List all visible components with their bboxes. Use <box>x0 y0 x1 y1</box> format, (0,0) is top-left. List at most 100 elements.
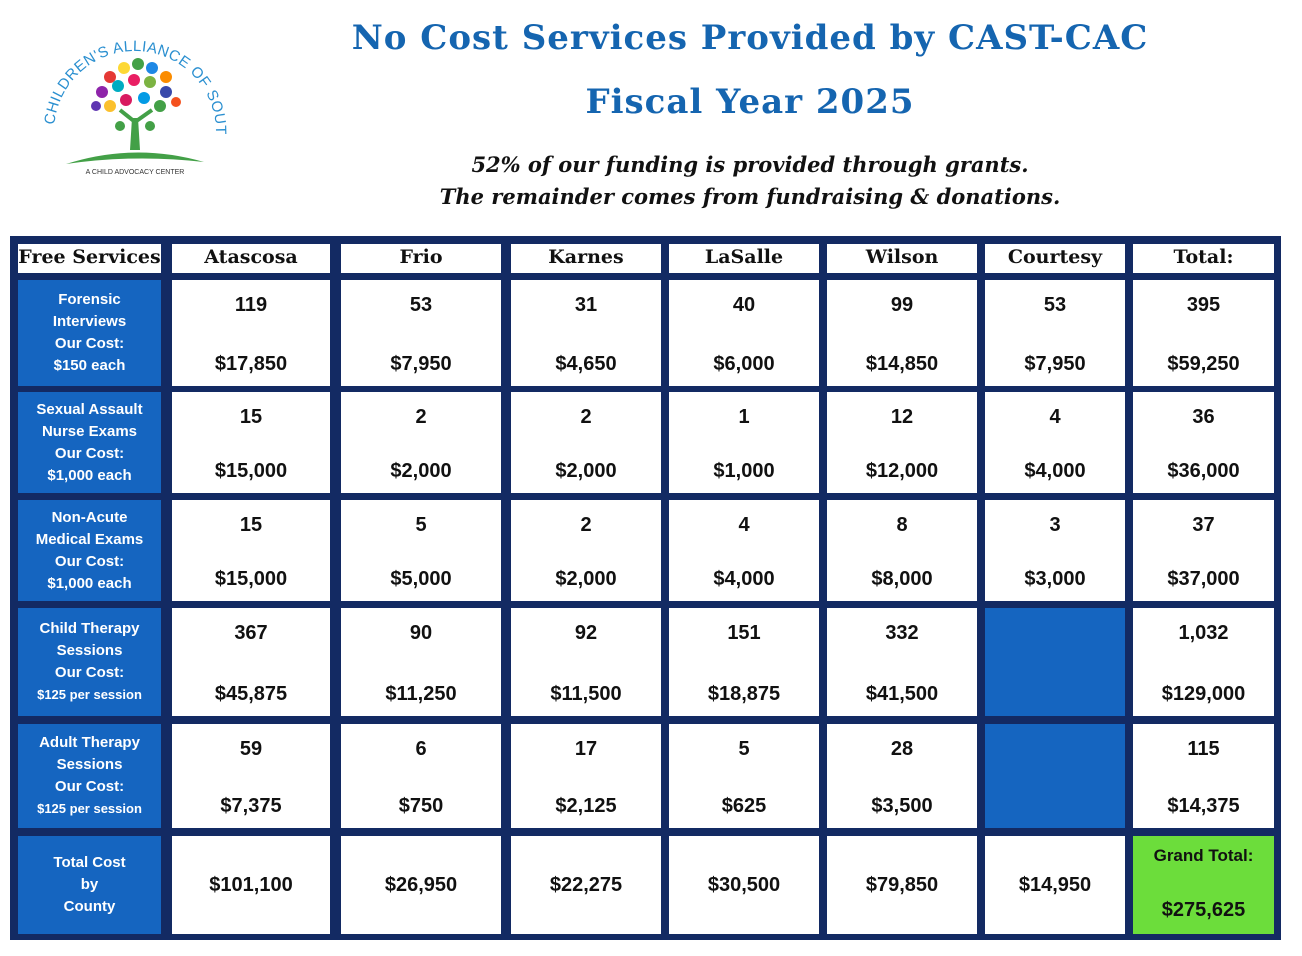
service-cost: $11,250 <box>385 683 457 705</box>
county-cell: 332 $41,500 <box>827 608 977 716</box>
service-label-line: Interviews <box>52 313 127 330</box>
service-label-line: Our Cost: <box>54 664 125 681</box>
service-count: 92 <box>574 622 598 644</box>
service-label-line: Medical Exams <box>35 530 144 548</box>
service-count: 6 <box>415 738 427 760</box>
service-count: 99 <box>890 294 914 316</box>
county-total-cost: $101,100 <box>172 836 330 934</box>
column-header: Wilson <box>827 244 977 273</box>
service-label: Adult Therapy Sessions Our Cost: $125 per s… <box>18 724 161 828</box>
service-cost: $3,500 <box>871 795 933 817</box>
page-subtitle-year: Fiscal Year 2025 <box>585 82 915 122</box>
service-label-line: Forensic <box>58 291 121 308</box>
service-count: 115 <box>1187 738 1220 760</box>
cast-logo: CHILDREN'S ALLIANCE OF SOUTH TEXAS <box>34 9 230 182</box>
service-count: 2 <box>580 406 592 428</box>
county-cell: 2 $2,000 <box>341 392 501 493</box>
service-count: 4 <box>1049 406 1061 428</box>
county-cell: 2 $2,000 <box>511 500 661 601</box>
service-cost: $2,125 <box>555 795 617 817</box>
county-total-cost: $22,275 <box>511 836 661 934</box>
funding-note-line1: 52% of our funding is provided through g… <box>471 152 1029 177</box>
county-cell: 119 $17,850 <box>172 280 330 386</box>
county-cell: 4 $4,000 <box>985 392 1125 493</box>
page-title: No Cost Services Provided by CAST-CAC <box>351 18 1149 58</box>
service-count: 90 <box>409 622 433 644</box>
service-label-line: Our Cost: <box>54 444 125 462</box>
service-cost: $59,250 <box>1167 353 1240 375</box>
service-count: 37 <box>1192 514 1215 536</box>
service-cost: $4,650 <box>555 353 617 375</box>
service-cost: $4,000 <box>1024 460 1086 482</box>
service-count: 15 <box>239 406 263 428</box>
total-cost-label-line: County <box>63 898 116 915</box>
county-cell: 40 $6,000 <box>669 280 819 386</box>
service-count: 4 <box>738 514 750 536</box>
service-count: 2 <box>580 514 592 536</box>
service-label-line: Non-Acute <box>51 508 128 526</box>
service-cost: $11,500 <box>550 683 622 705</box>
service-count: 2 <box>415 406 427 428</box>
total-cost-label-line: by <box>80 876 99 893</box>
service-cost: $12,000 <box>865 460 939 482</box>
service-label-line: Our Cost: <box>54 552 125 570</box>
row-total-cell: 37 $37,000 <box>1133 500 1274 601</box>
service-label-line: Child Therapy <box>39 620 140 637</box>
county-cell: 5 $5,000 <box>341 500 501 601</box>
county-total-cost: $14,950 <box>985 836 1125 934</box>
service-label-line: $150 each <box>53 357 126 374</box>
service-count: 332 <box>885 622 919 644</box>
service-count: 119 <box>234 294 268 316</box>
service-cost: $36,000 <box>1167 460 1240 482</box>
service-count: 53 <box>409 294 433 316</box>
service-count: 28 <box>890 738 914 760</box>
empty-cell <box>985 608 1125 716</box>
county-cell: 92 $11,500 <box>511 608 661 716</box>
service-label: Forensic Interviews Our Cost: $150 each <box>18 280 161 386</box>
row-total-cell: 1,032 $129,000 <box>1133 608 1274 716</box>
service-cost: $17,850 <box>214 353 288 375</box>
county-cell: 15 $15,000 <box>172 500 330 601</box>
county-cell: 59 $7,375 <box>172 724 330 828</box>
column-header-free-services: Free Services <box>18 244 161 273</box>
service-count: 395 <box>1186 294 1221 316</box>
county-cell: 3 $3,000 <box>985 500 1125 601</box>
service-count: 36 <box>1192 406 1215 428</box>
service-count: 31 <box>574 294 598 316</box>
service-cost: $14,375 <box>1167 795 1240 817</box>
service-count: 1,032 <box>1178 622 1229 644</box>
service-cost: $1,000 <box>713 460 775 482</box>
service-label: Child Therapy Sessions Our Cost: $125 per s… <box>18 608 161 716</box>
service-count: 3 <box>1049 514 1061 536</box>
service-label-line: $125 per session <box>37 801 142 816</box>
service-label: Sexual Assault Nurse Exams Our Cost: $1,000… <box>18 392 161 493</box>
row-total-cell: 115 $14,375 <box>1133 724 1274 828</box>
service-cost: $7,375 <box>220 795 282 817</box>
service-cost: $3,000 <box>1024 568 1086 590</box>
service-count: 5 <box>738 738 750 760</box>
county-cell: 53 $7,950 <box>341 280 501 386</box>
grand-total-label: Grand Total: <box>1153 846 1254 865</box>
county-cell: 12 $12,000 <box>827 392 977 493</box>
service-count: 1 <box>738 406 750 428</box>
service-count: 151 <box>727 622 761 644</box>
service-label-line: Nurse Exams <box>41 422 138 440</box>
service-cost: $7,950 <box>1024 353 1086 375</box>
column-header: Courtesy <box>985 244 1125 273</box>
county-cell: 53 $7,950 <box>985 280 1125 386</box>
service-count: 5 <box>415 514 427 536</box>
column-header: Frio <box>341 244 501 273</box>
service-label-line: Adult Therapy <box>39 734 140 751</box>
service-label-line: $125 per session <box>37 687 142 702</box>
service-label: Non-Acute Medical Exams Our Cost: $1,000 ea… <box>18 500 161 601</box>
county-cell: 17 $2,125 <box>511 724 661 828</box>
county-cell: 367 $45,875 <box>172 608 330 716</box>
service-count: 53 <box>1043 294 1067 316</box>
service-cost: $15,000 <box>214 460 288 482</box>
service-label-line: Sexual Assault <box>36 400 143 418</box>
county-total-cost: $26,950 <box>341 836 501 934</box>
county-cell: 99 $14,850 <box>827 280 977 386</box>
grand-total-value: $275,625 <box>1161 899 1246 921</box>
column-header: LaSalle <box>669 244 819 273</box>
service-cost: $750 <box>398 795 444 817</box>
